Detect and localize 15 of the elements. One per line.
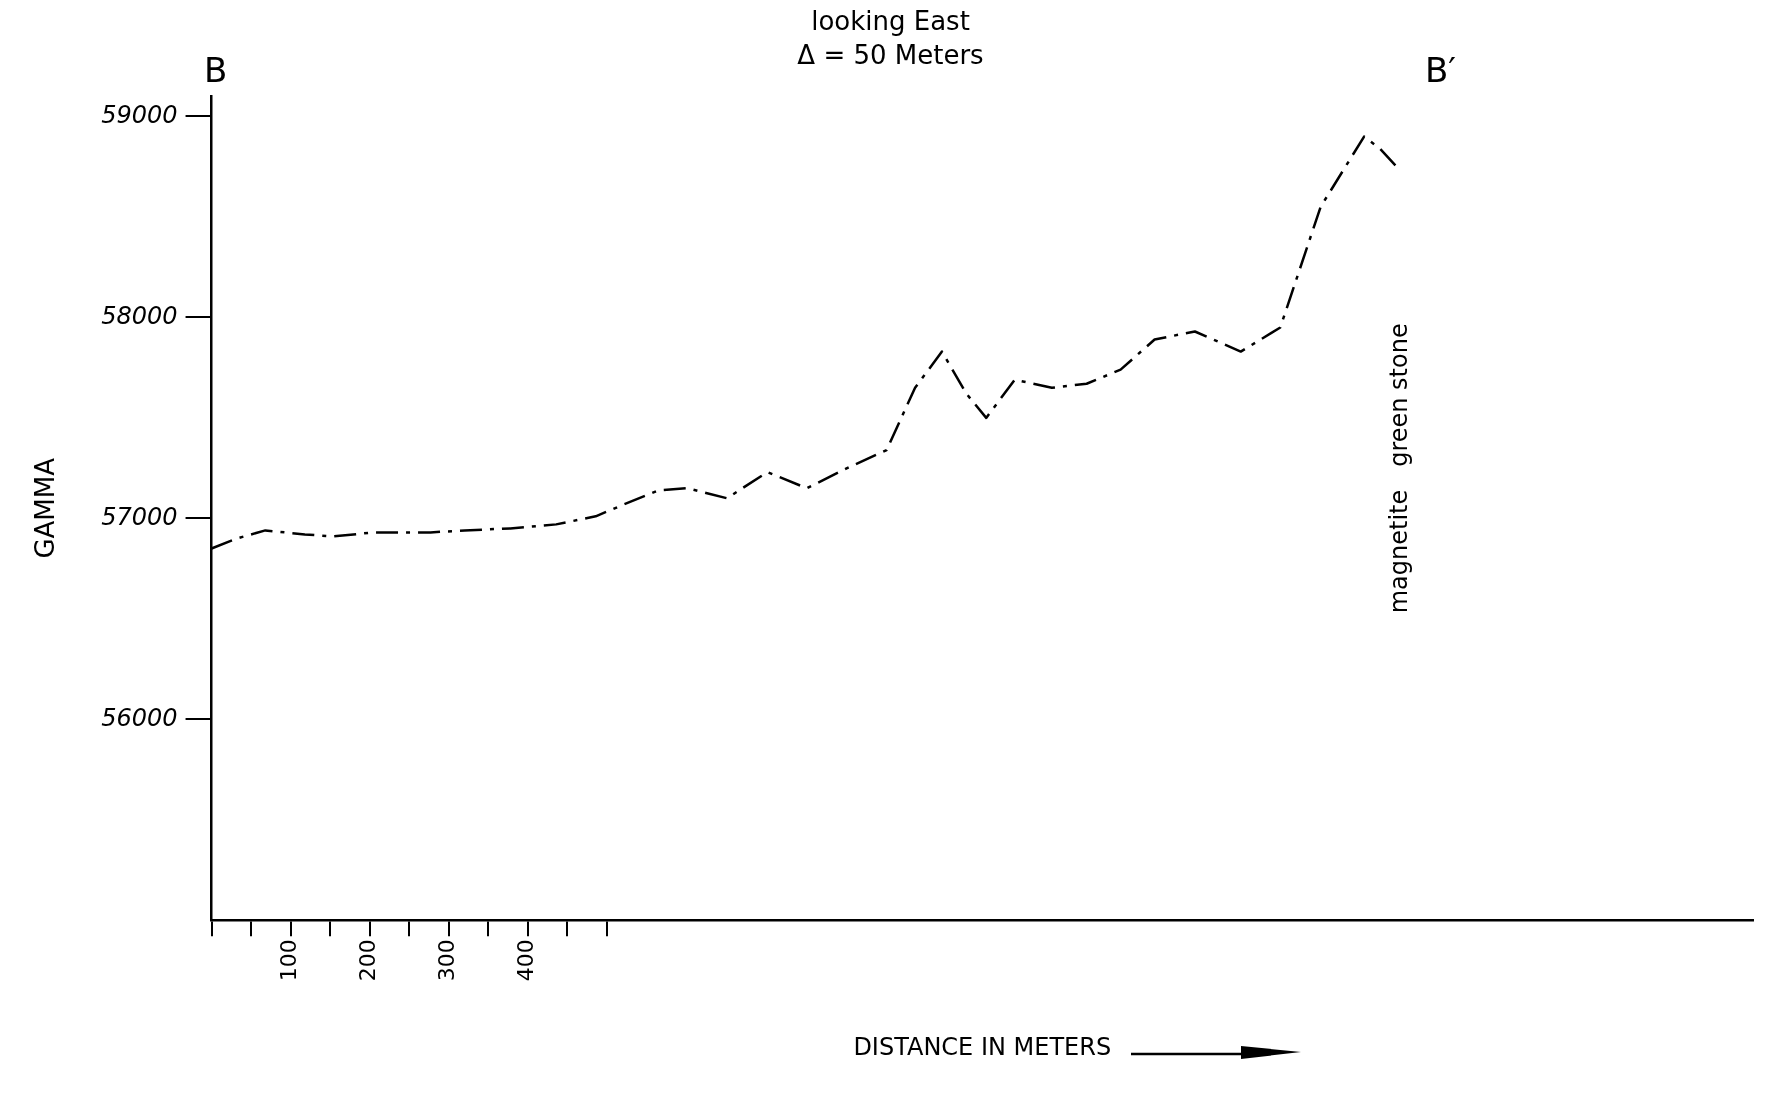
y-tick-label: 58000 [101,301,178,330]
x-tick-label: 300 [434,939,460,982]
y-tick-label: 57000 [101,502,178,531]
x-tick-label: 100 [276,939,302,982]
annotation: magnetite green stone [1384,323,1413,614]
text: B′ [1424,50,1456,91]
x-tick-label: 400 [513,939,539,982]
text: B [203,50,228,91]
x-axis-title: DISTANCE IN METERS [853,1032,1112,1061]
chart-title: looking East [811,6,970,37]
y-axis-title: GAMMA [30,457,61,559]
y-tick-label: 56000 [101,703,178,732]
x-tick-label: 200 [355,939,381,982]
chart-subtitle: Δ = 50 Meters [797,39,984,70]
y-tick-label: 59000 [101,100,178,129]
